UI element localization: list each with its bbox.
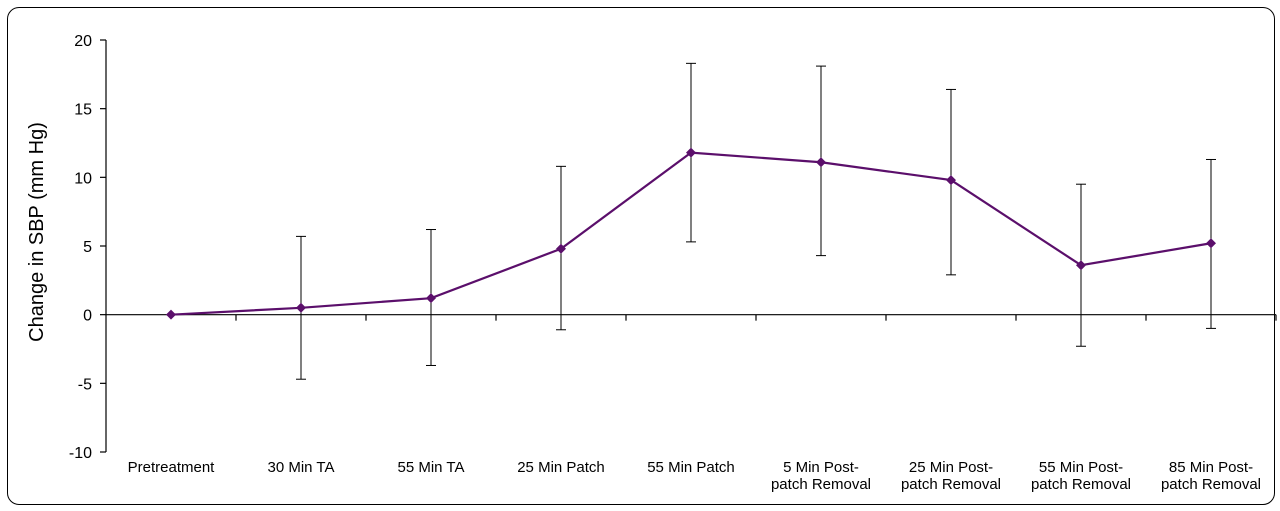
y-tick-label: 20 (74, 33, 92, 50)
x-category-label: 25 Min Patch (517, 459, 605, 476)
x-category-label: 55 Min Patch (647, 459, 735, 476)
x-category-label: Pretreatment (128, 459, 216, 476)
x-category-label: 30 Min TA (268, 459, 335, 476)
y-tick-label: 15 (74, 102, 92, 119)
data-point (686, 147, 696, 158)
x-category-label: 5 Min Post-patch Removal (771, 459, 871, 493)
data-point (946, 175, 956, 186)
data-point (816, 157, 826, 168)
x-category-label: 25 Min Post-patch Removal (901, 459, 1001, 493)
y-tick-label: 5 (83, 239, 92, 256)
x-category-label: 85 Min Post-patch Removal (1161, 459, 1261, 493)
data-point (166, 309, 176, 320)
data-point (556, 243, 566, 254)
y-tick-label: -10 (69, 445, 92, 462)
chart-frame (7, 7, 1275, 505)
data-point (296, 302, 306, 313)
y-tick-label: 0 (83, 308, 92, 325)
x-category-label: 55 Min TA (398, 459, 465, 476)
x-category-label: 55 Min Post-patch Removal (1031, 459, 1131, 493)
data-point (1076, 260, 1086, 271)
data-point (1206, 238, 1216, 249)
y-axis-title: Change in SBP (mm Hg) (26, 122, 48, 342)
y-tick-label: -5 (78, 376, 92, 393)
y-tick-label: 10 (74, 170, 92, 187)
data-point (426, 293, 436, 304)
